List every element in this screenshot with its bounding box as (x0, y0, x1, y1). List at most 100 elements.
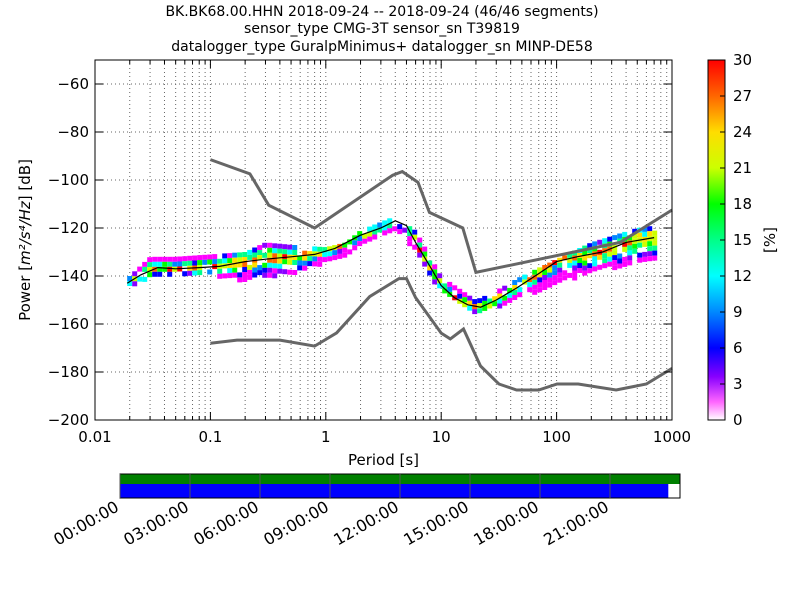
histogram-cell (567, 257, 573, 263)
histogram-cell (587, 268, 593, 274)
y-axis-label: Power [m²/s⁴/Hz] [dB] (16, 159, 34, 321)
histogram-cell (557, 257, 563, 263)
histogram-cell (617, 258, 623, 264)
histogram-cell (512, 290, 518, 295)
y-tick-label: −180 (48, 363, 89, 381)
histogram-cell (652, 240, 658, 246)
histogram-cell (282, 269, 288, 275)
histogram-cell (482, 300, 488, 306)
histogram-cell (347, 239, 353, 245)
histogram-cell (332, 255, 338, 261)
histogram-cell (412, 234, 418, 240)
histogram-cell (512, 285, 518, 290)
histogram-cell (367, 226, 373, 232)
histogram-cell (192, 270, 198, 276)
histogram-cell (312, 256, 318, 262)
histogram-cell (162, 256, 168, 262)
histogram-cell (372, 229, 378, 235)
histogram-cell (622, 261, 628, 267)
histogram-cell (472, 309, 478, 315)
histogram-cell (257, 270, 263, 276)
histogram-cell (637, 252, 643, 258)
histogram-cell (577, 253, 583, 258)
x-tick-label: 100 (542, 428, 571, 446)
histogram-cell (592, 241, 598, 247)
histogram-cell (587, 253, 593, 259)
title-line-1: BK.BK68.00.HHN 2018-09-24 -- 2018-09-24 … (165, 4, 598, 20)
histogram-cell (272, 253, 278, 259)
histogram-cell (627, 240, 633, 246)
histogram-cell (227, 263, 233, 269)
histogram-cell (352, 245, 358, 251)
histogram-cell (507, 292, 513, 298)
histogram-cell (282, 254, 288, 260)
histogram-cell (232, 272, 238, 278)
histogram-cell (602, 253, 608, 259)
histogram-cell (232, 257, 238, 263)
histogram-cell (362, 233, 368, 239)
histogram-cell (142, 276, 148, 282)
histogram-cell (147, 272, 153, 278)
x-tick-label: 0.01 (78, 428, 111, 446)
histogram-cell (432, 279, 438, 285)
histogram-cell (542, 265, 548, 270)
histogram-cell (267, 242, 273, 248)
histogram-cell (537, 267, 543, 273)
colorbar-tick-label: 12 (733, 267, 752, 285)
histogram-cell (382, 220, 388, 226)
histogram-cell (612, 260, 618, 266)
histogram-cell (532, 274, 538, 280)
histogram-cell (222, 258, 228, 264)
histogram-cell (582, 265, 588, 271)
histogram-cell (147, 257, 153, 263)
histogram-cell (272, 258, 278, 264)
histogram-cell (617, 253, 623, 259)
histogram-cell (622, 241, 628, 247)
histogram-cell (572, 275, 578, 281)
histogram-cell (652, 245, 658, 251)
histogram-cell (552, 275, 558, 281)
histogram-cell (197, 255, 203, 261)
histogram-cell (377, 227, 383, 233)
histogram-cell (292, 255, 298, 260)
histogram-cell (457, 298, 463, 304)
histogram-cell (307, 261, 313, 267)
histogram-cell (292, 260, 298, 265)
histogram-cell (582, 245, 588, 251)
histogram-cell (247, 264, 253, 270)
histogram-cell (537, 277, 543, 283)
histogram-cell (532, 279, 538, 285)
histogram-cell (287, 269, 293, 275)
histogram-cell (227, 253, 233, 259)
histogram-cell (652, 250, 658, 256)
histogram-cell (532, 269, 538, 275)
histogram-cell (522, 274, 528, 280)
histogram-cell (282, 259, 288, 265)
histogram-cell (187, 270, 193, 276)
histogram-cell (422, 251, 428, 257)
histogram-cell (237, 252, 243, 258)
histogram-cell (447, 286, 453, 292)
histogram-cell (382, 225, 388, 231)
histogram-cell (627, 260, 633, 266)
y-tick-label: −200 (48, 411, 89, 429)
x-axis-label: Period [s] (348, 451, 419, 469)
histogram-cell (607, 261, 613, 267)
curves (126, 158, 673, 392)
histogram-cell (582, 260, 588, 266)
histogram-cell (252, 252, 258, 258)
histogram-cell (272, 263, 278, 269)
histogram-cell (547, 262, 553, 268)
chart-title: BK.BK68.00.HHN 2018-09-24 -- 2018-09-24 … (165, 4, 598, 55)
histogram-cell (272, 243, 278, 249)
histogram-cell (317, 251, 323, 257)
histogram-cell (162, 266, 168, 272)
histogram-cell (322, 257, 328, 263)
histogram-cell (302, 260, 308, 266)
histogram-cell (317, 256, 323, 262)
histogram-cell (427, 265, 433, 271)
histogram-cell (482, 305, 488, 311)
histogram-cell (587, 248, 593, 254)
histogram-cell (417, 237, 423, 243)
histogram-cell (147, 262, 153, 268)
